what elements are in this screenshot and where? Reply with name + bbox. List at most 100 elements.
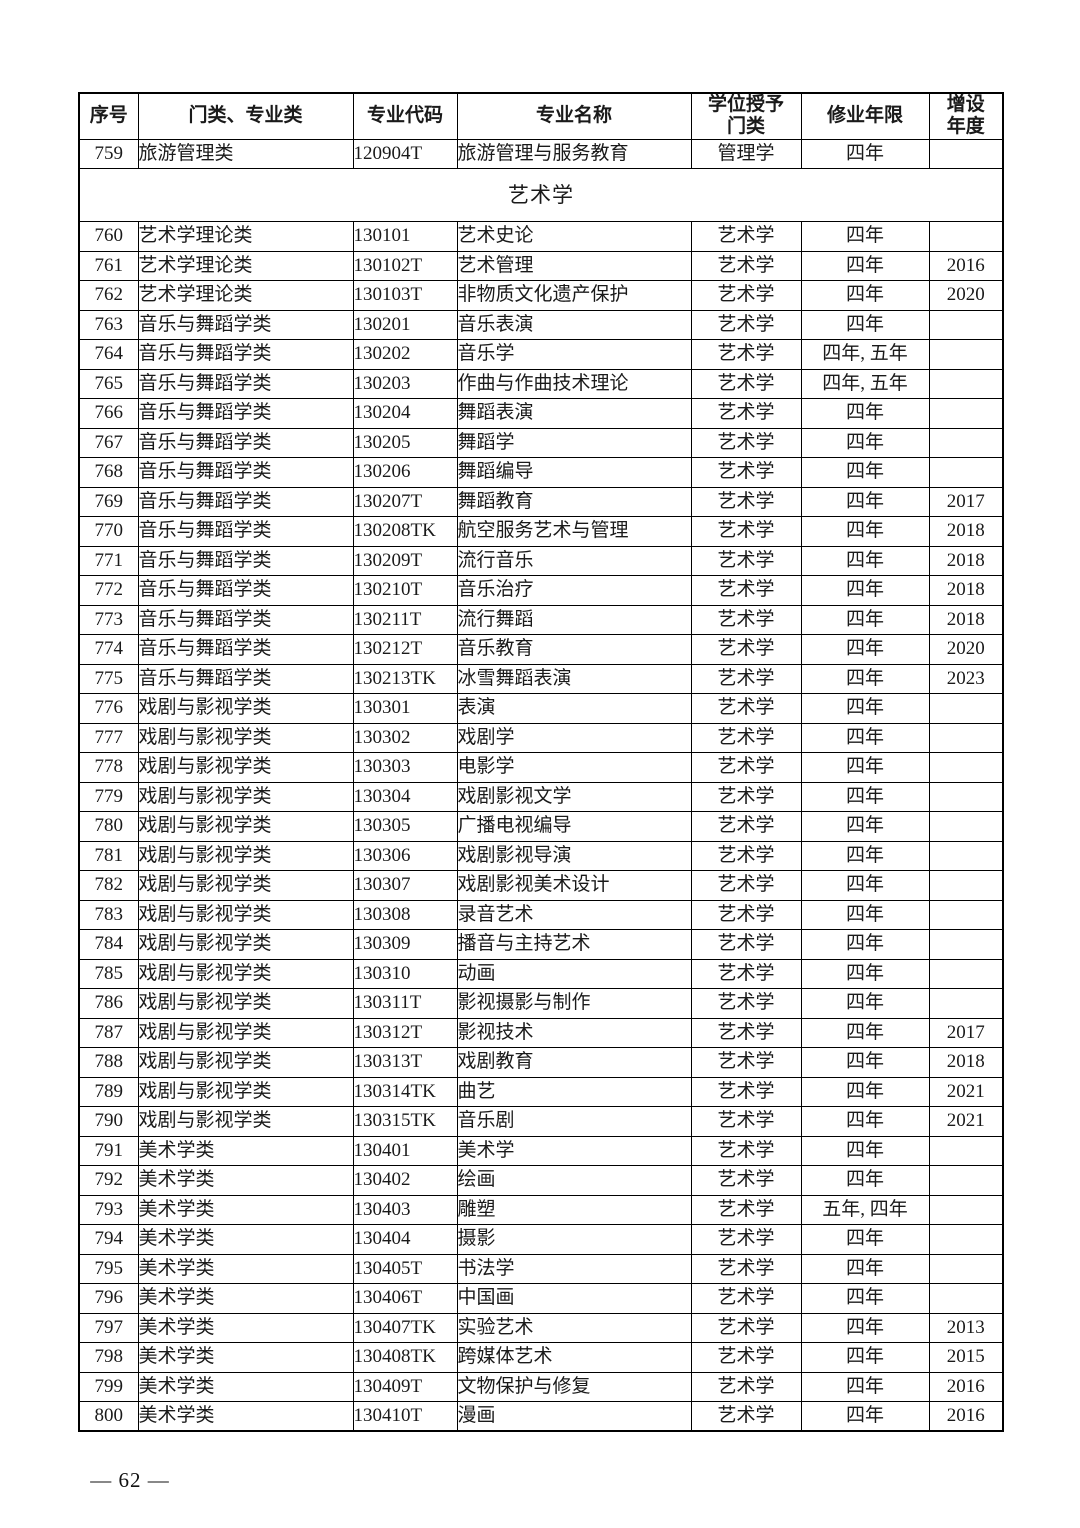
cell-degree: 艺术学 bbox=[690, 870, 802, 901]
cell-seq: 790 bbox=[78, 1106, 139, 1137]
cell-seq: 762 bbox=[78, 280, 139, 311]
cell-name: 绘画 bbox=[456, 1165, 692, 1196]
cell-category: 戏剧与影视学类 bbox=[137, 840, 354, 872]
cell-added: 2017 bbox=[928, 486, 1004, 518]
cell-code: 130101 bbox=[352, 221, 458, 252]
cell-code: 130210T bbox=[352, 575, 458, 606]
cell-added: 2020 bbox=[928, 280, 1004, 311]
section-label: 艺术学 bbox=[78, 168, 1004, 223]
table-row: 777 戏剧与影视学类 130302 戏剧学 艺术学 四年 bbox=[78, 722, 1004, 754]
cell-years: 四年 bbox=[800, 604, 930, 636]
cell-years: 四年 bbox=[800, 811, 930, 842]
table-row: 798 美术学类 130408TK 跨媒体艺术 艺术学 四年 2015 bbox=[78, 1342, 1004, 1373]
cell-seq: 773 bbox=[78, 604, 139, 636]
cell-seq: 782 bbox=[78, 870, 139, 901]
cell-code: 130314TK bbox=[352, 1076, 458, 1108]
cell-name: 音乐治疗 bbox=[456, 575, 692, 606]
cell-seq: 777 bbox=[78, 722, 139, 754]
cell-name: 非物质文化遗产保护 bbox=[456, 280, 692, 311]
table-row: 769 音乐与舞蹈学类 130207T 舞蹈教育 艺术学 四年 2017 bbox=[78, 486, 1004, 518]
table-row: 788 戏剧与影视学类 130313T 戏剧教育 艺术学 四年 2018 bbox=[78, 1047, 1004, 1078]
cell-code: 130305 bbox=[352, 811, 458, 842]
table-row: 796 美术学类 130406T 中国画 艺术学 四年 bbox=[78, 1283, 1004, 1314]
cell-code: 130201 bbox=[352, 309, 458, 341]
cell-added: 2020 bbox=[928, 634, 1004, 665]
cell-years: 四年 bbox=[800, 929, 930, 960]
cell-code: 130308 bbox=[352, 899, 458, 931]
cell-name: 航空服务艺术与管理 bbox=[456, 516, 692, 547]
cell-years: 四年 bbox=[800, 1312, 930, 1344]
cell-degree: 艺术学 bbox=[690, 899, 802, 931]
page-number: — 62 — bbox=[90, 1468, 170, 1492]
cell-name: 摄影 bbox=[456, 1224, 692, 1255]
cell-code: 130406T bbox=[352, 1283, 458, 1314]
cell-added: 2021 bbox=[928, 1106, 1004, 1137]
cell-code: 130306 bbox=[352, 840, 458, 872]
cell-added bbox=[928, 427, 1004, 459]
cell-years: 四年 bbox=[800, 781, 930, 813]
cell-degree: 艺术学 bbox=[690, 604, 802, 636]
cell-added bbox=[928, 221, 1004, 252]
cell-category: 美术学类 bbox=[137, 1253, 354, 1285]
cell-seq: 783 bbox=[78, 899, 139, 931]
cell-name: 电影学 bbox=[456, 752, 692, 783]
cell-seq: 794 bbox=[78, 1224, 139, 1255]
table-row: 782 戏剧与影视学类 130307 戏剧影视美术设计 艺术学 四年 bbox=[78, 870, 1004, 901]
cell-years: 四年 bbox=[800, 486, 930, 518]
cell-seq: 788 bbox=[78, 1047, 139, 1078]
column-header-added-line1: 增设 bbox=[946, 94, 985, 115]
cell-added: 2018 bbox=[928, 545, 1004, 577]
cell-name: 作曲与作曲技术理论 bbox=[456, 368, 692, 400]
cell-name: 书法学 bbox=[456, 1253, 692, 1285]
cell-code: 130307 bbox=[352, 870, 458, 901]
cell-category: 戏剧与影视学类 bbox=[137, 1076, 354, 1108]
cell-years: 四年 bbox=[800, 870, 930, 901]
cell-code: 130205 bbox=[352, 427, 458, 459]
cell-degree: 艺术学 bbox=[690, 929, 802, 960]
column-header-name: 专业名称 bbox=[456, 92, 692, 140]
cell-code: 130206 bbox=[352, 457, 458, 488]
cell-added: 2021 bbox=[928, 1076, 1004, 1108]
column-header-degree-line1: 学位授予 bbox=[707, 94, 784, 115]
cell-seq: 781 bbox=[78, 840, 139, 872]
cell-category: 美术学类 bbox=[137, 1342, 354, 1373]
column-header-degree-line2: 门类 bbox=[726, 116, 765, 138]
cell-seq: 764 bbox=[78, 339, 139, 370]
cell-category: 音乐与舞蹈学类 bbox=[137, 634, 354, 665]
cell-added bbox=[928, 752, 1004, 783]
cell-category: 戏剧与影视学类 bbox=[137, 722, 354, 754]
cell-code: 130211T bbox=[352, 604, 458, 636]
cell-name: 流行音乐 bbox=[456, 545, 692, 577]
cell-degree: 艺术学 bbox=[690, 1224, 802, 1255]
table-row: 762 艺术学理论类 130103T 非物质文化遗产保护 艺术学 四年 2020 bbox=[78, 280, 1004, 311]
cell-added bbox=[928, 899, 1004, 931]
cell-code: 130302 bbox=[352, 722, 458, 754]
cell-added: 2018 bbox=[928, 1047, 1004, 1078]
cell-years: 四年 bbox=[800, 1342, 930, 1373]
cell-code: 130402 bbox=[352, 1165, 458, 1196]
cell-category: 戏剧与影视学类 bbox=[137, 1017, 354, 1049]
cell-code: 130310 bbox=[352, 958, 458, 990]
cell-name: 音乐剧 bbox=[456, 1106, 692, 1137]
cell-code: 130312T bbox=[352, 1017, 458, 1049]
spec-table: 序号 门类、专业类 专业代码 专业名称 学位授予 门类 修业年限 增设 年度 7… bbox=[78, 92, 1004, 1433]
cell-years: 四年 bbox=[800, 899, 930, 931]
cell-seq: 767 bbox=[78, 427, 139, 459]
cell-degree: 艺术学 bbox=[690, 1106, 802, 1137]
cell-code: 130401 bbox=[352, 1135, 458, 1167]
cell-name: 动画 bbox=[456, 958, 692, 990]
cell-added: 2018 bbox=[928, 516, 1004, 547]
table-header-row: 序号 门类、专业类 专业代码 专业名称 学位授予 门类 修业年限 增设 年度 bbox=[78, 92, 1004, 140]
cell-years: 四年 bbox=[800, 1401, 930, 1432]
cell-code: 130410T bbox=[352, 1401, 458, 1432]
cell-seq: 778 bbox=[78, 752, 139, 783]
cell-category: 音乐与舞蹈学类 bbox=[137, 575, 354, 606]
cell-added bbox=[928, 958, 1004, 990]
table-row: 763 音乐与舞蹈学类 130201 音乐表演 艺术学 四年 bbox=[78, 309, 1004, 341]
cell-name: 戏剧影视导演 bbox=[456, 840, 692, 872]
cell-code: 130301 bbox=[352, 693, 458, 724]
cell-category: 美术学类 bbox=[137, 1283, 354, 1314]
cell-code: 130103T bbox=[352, 280, 458, 311]
table-row: 767 音乐与舞蹈学类 130205 舞蹈学 艺术学 四年 bbox=[78, 427, 1004, 459]
table-row: 776 戏剧与影视学类 130301 表演 艺术学 四年 bbox=[78, 693, 1004, 724]
